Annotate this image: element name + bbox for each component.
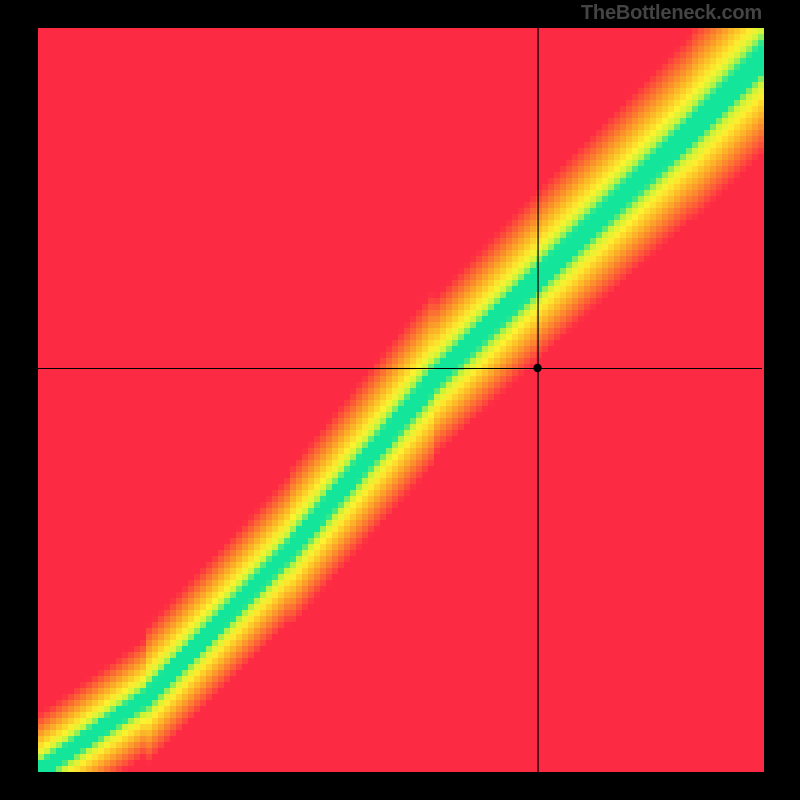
chart-frame: { "meta": { "watermark_text": "TheBottle… bbox=[0, 0, 800, 800]
watermark-text: TheBottleneck.com bbox=[581, 2, 762, 25]
bottleneck-heatmap bbox=[0, 0, 800, 800]
